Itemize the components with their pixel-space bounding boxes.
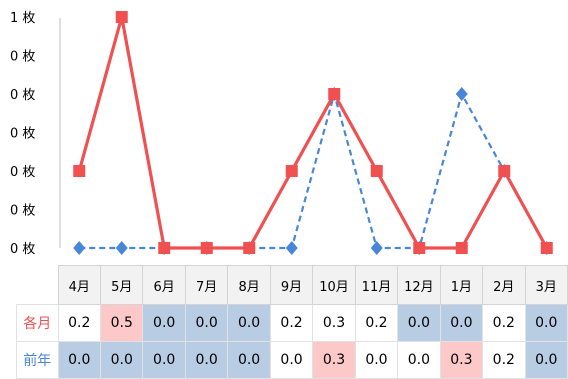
y-tick-label: 0 枚 <box>10 165 35 180</box>
value-cell: 0.0 <box>269 341 314 379</box>
month-header: 5月 <box>99 265 144 305</box>
y-tick-label: 0 枚 <box>10 242 35 257</box>
month-header: 7月 <box>184 265 229 305</box>
series-point-square <box>200 242 213 254</box>
series-point-square <box>540 242 553 254</box>
value-cell: 0.0 <box>142 304 186 342</box>
value-cell: 0.0 <box>184 341 229 379</box>
series-point-square <box>328 88 341 100</box>
series-label: 各月 <box>16 304 59 342</box>
series-point-diamond <box>370 241 383 255</box>
value-cell: 0.0 <box>57 341 102 379</box>
value-cell: 0.5 <box>99 304 144 342</box>
series-point-diamond <box>115 241 128 255</box>
value-cell: 0.2 <box>482 304 526 342</box>
value-cell: 0.3 <box>439 341 484 379</box>
value-cell: 0.2 <box>269 304 314 342</box>
series-point-square <box>158 242 171 254</box>
month-header: 8月 <box>227 265 271 305</box>
value-cell: 0.0 <box>99 341 144 379</box>
value-cell: 0.0 <box>142 341 186 379</box>
month-header: 6月 <box>142 265 186 305</box>
value-cell: 0.0 <box>397 304 441 342</box>
month-header: 4月 <box>57 265 102 305</box>
month-header: 11月 <box>354 265 399 305</box>
value-cell: 0.0 <box>397 341 441 379</box>
series-point-square <box>455 242 468 254</box>
table-corner <box>17 266 59 305</box>
table-header-row: 4月 5月 6月 7月 8月 9月 10月 11月 12月 1月 2月 3月 <box>17 265 568 305</box>
series-point-square <box>243 242 256 254</box>
series-point-square <box>115 11 128 23</box>
value-cell: 0.0 <box>439 304 484 342</box>
value-cell: 0.2 <box>482 341 526 379</box>
series-point-square <box>498 165 511 177</box>
series-line-0 <box>77 15 549 250</box>
month-header: 10月 <box>312 265 356 305</box>
line-chart: 0 枚0 枚0 枚0 枚0 枚0 枚1 枚1 枚 <box>10 11 553 257</box>
y-tick-label: 0 枚 <box>10 50 35 65</box>
series-lines <box>77 15 549 250</box>
value-cell: 0.0 <box>184 304 229 342</box>
y-tick-label: 0 枚 <box>10 204 35 219</box>
series-point-diamond <box>455 87 468 101</box>
series-point-square <box>73 165 86 177</box>
month-header: 12月 <box>397 265 441 305</box>
data-table: 4月 5月 6月 7月 8月 9月 10月 11月 12月 1月 2月 3月 各月 0.2 0.5 0.0 0.… <box>16 265 568 379</box>
y-tick-label: 1 枚 <box>10 11 35 26</box>
y-axis-ticks: 0 枚0 枚0 枚0 枚0 枚0 枚1 枚1 枚 <box>10 11 35 257</box>
series-label: 前年 <box>16 341 59 379</box>
series-point-diamond <box>285 241 298 255</box>
value-cell: 0.3 <box>312 304 356 342</box>
value-cell: 0.0 <box>354 341 399 379</box>
series-point-diamond <box>73 241 86 255</box>
table-row: 前年 0.0 0.0 0.0 0.0 0.0 0.0 0.3 0.0 0.0 0.3 0.2 0.0 <box>16 341 568 379</box>
value-cell: 0.0 <box>524 341 568 379</box>
month-header: 3月 <box>524 265 568 305</box>
month-header: 9月 <box>269 265 314 305</box>
series-point-square <box>413 242 426 254</box>
month-header: 2月 <box>482 265 526 305</box>
y-tick-label: 0 枚 <box>10 88 35 103</box>
value-cell: 0.0 <box>227 304 271 342</box>
y-tick-label: 0 枚 <box>10 127 35 142</box>
series-point-square <box>370 165 383 177</box>
series-line-1 <box>79 92 548 250</box>
value-cell: 0.3 <box>312 341 356 379</box>
value-cell: 0.2 <box>354 304 399 342</box>
table-row: 各月 0.2 0.5 0.0 0.0 0.0 0.2 0.3 0.2 0.0 0.0 0.2 0.0 <box>16 304 568 342</box>
series-markers <box>73 11 553 255</box>
value-cell: 0.0 <box>524 304 568 342</box>
month-header: 1月 <box>439 265 484 305</box>
value-cell: 0.0 <box>227 341 271 379</box>
series-point-square <box>285 165 298 177</box>
value-cell: 0.2 <box>57 304 102 342</box>
